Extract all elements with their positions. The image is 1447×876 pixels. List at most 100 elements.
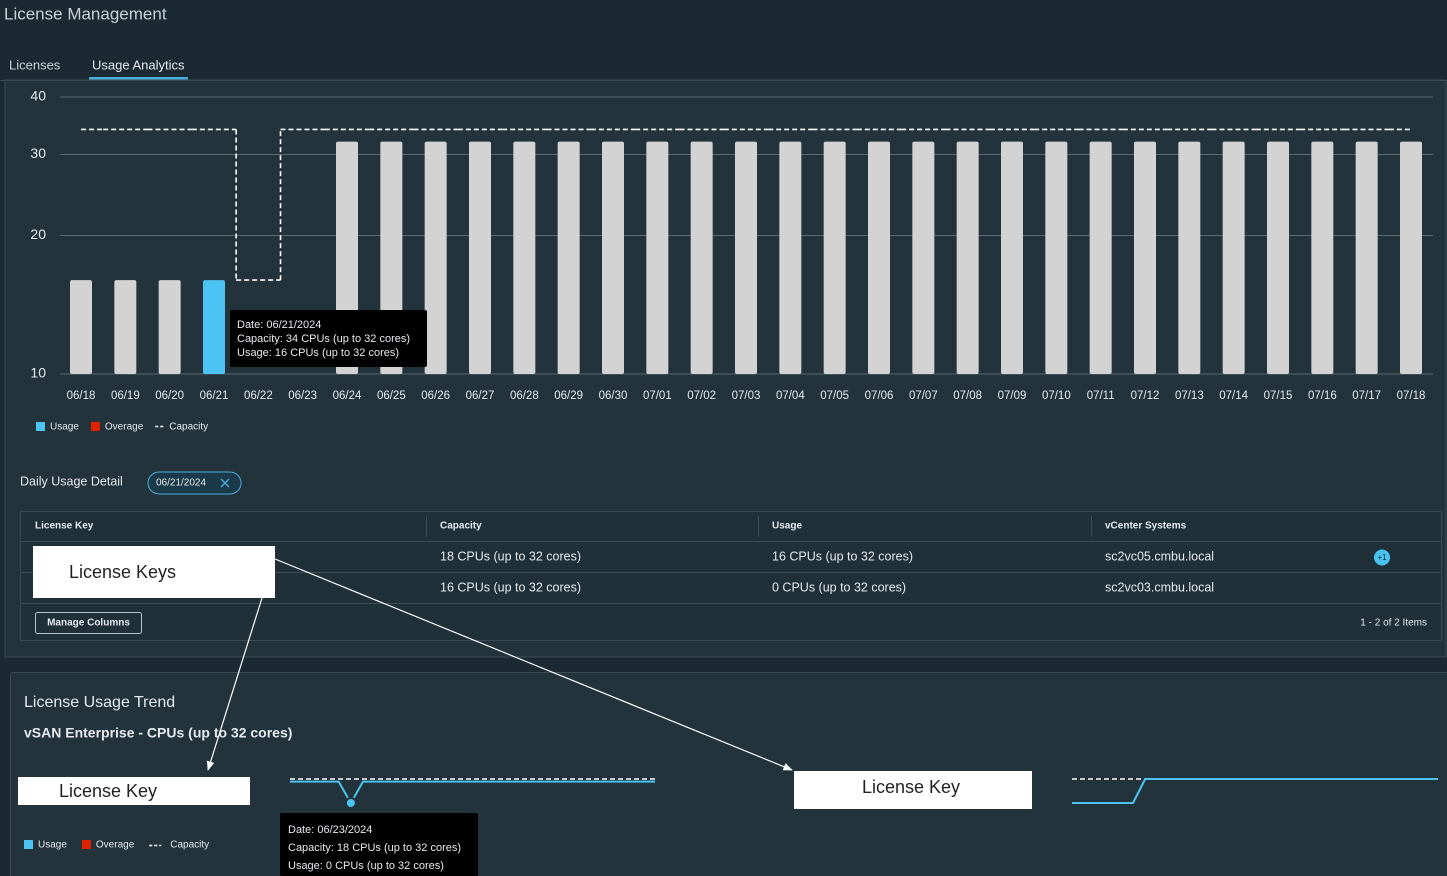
y-tick-label: 30 xyxy=(30,145,46,161)
x-tick-label: 06/27 xyxy=(466,390,495,402)
annotation-box xyxy=(33,546,275,598)
legend-label: Usage xyxy=(38,840,67,851)
filter-chip[interactable]: 06/21/2024 xyxy=(147,471,242,495)
bar xyxy=(1400,141,1422,374)
annotation-box xyxy=(794,771,1032,809)
x-tick-label: 06/19 xyxy=(111,390,140,402)
column-header: License Key xyxy=(35,521,94,532)
chip-close[interactable] xyxy=(220,478,230,488)
cell: sc2vc05.cmbu.local xyxy=(1105,549,1214,563)
x-tick-label: 07/17 xyxy=(1352,390,1381,402)
tooltip: Date: 06/23/2024 Capacity: 18 CPUs (up t… xyxy=(280,813,478,876)
bar xyxy=(735,141,757,374)
column-header: Capacity xyxy=(440,521,482,532)
tab[interactable]: Licenses xyxy=(9,57,61,72)
tooltip-line: Capacity: 18 CPUs (up to 32 cores) xyxy=(288,842,461,854)
more-badge[interactable] xyxy=(1374,549,1390,566)
legend-label: Usage xyxy=(50,422,79,433)
x-tick-label: 06/20 xyxy=(155,390,184,402)
bar xyxy=(469,141,491,374)
x-tick-label: 06/22 xyxy=(244,390,273,402)
tab[interactable]: Usage Analytics xyxy=(92,57,185,72)
legend-label: Capacity xyxy=(169,422,208,433)
bar xyxy=(1222,141,1245,374)
bar xyxy=(557,141,580,374)
bar xyxy=(646,141,669,374)
annotation-text: License Keys xyxy=(69,562,176,582)
tooltip-line: Usage: 16 CPUs (up to 32 cores) xyxy=(237,347,399,359)
x-tick-label: 06/28 xyxy=(510,390,539,402)
button-text: Manage Columns xyxy=(47,618,130,629)
tooltip-line: Date: 06/23/2024 xyxy=(288,824,372,836)
x-tick-label: 07/14 xyxy=(1219,390,1248,402)
legend-label: Overage xyxy=(96,840,135,851)
column-header: Usage xyxy=(772,521,802,532)
x-tick-label: 06/23 xyxy=(288,390,317,402)
tooltip-box xyxy=(280,813,478,876)
bar xyxy=(1355,141,1378,374)
arrow xyxy=(206,597,263,771)
cell: 16 CPUs (up to 32 cores) xyxy=(772,549,913,563)
chip-text: 06/21/2024 xyxy=(156,478,206,489)
x-tick-label: 06/29 xyxy=(554,390,583,402)
trend-title: License Usage Trend xyxy=(24,694,175,711)
bar xyxy=(1045,141,1068,374)
cell: 0 CPUs (up to 32 cores) xyxy=(772,580,906,594)
trend-charts: Usage Overage Capacity xyxy=(24,778,1438,851)
x-tick-label: 06/24 xyxy=(333,390,362,402)
legend-marker xyxy=(24,840,33,849)
bar xyxy=(1311,141,1334,374)
x-tick-label: 07/05 xyxy=(820,390,849,402)
bar xyxy=(70,280,92,374)
detail-label: Daily Usage Detail xyxy=(20,474,123,488)
bar xyxy=(424,141,447,374)
bar xyxy=(823,141,846,374)
x-tick-label: 06/18 xyxy=(67,390,96,402)
x-tick-label: 07/18 xyxy=(1397,390,1426,402)
bar xyxy=(114,280,137,374)
manage-columns-button[interactable] xyxy=(35,612,142,634)
annotation-text: License Key xyxy=(59,781,157,801)
bar xyxy=(602,141,624,374)
tooltip: Date: 06/21/2024 Capacity: 34 CPUs (up t… xyxy=(230,310,427,367)
tabs: Licenses Usage Analytics xyxy=(9,57,188,80)
x-tick-label: 07/13 xyxy=(1175,390,1204,402)
bar xyxy=(1178,141,1201,374)
tooltip-line: Usage: 0 CPUs (up to 32 cores) xyxy=(288,860,444,872)
tooltip-box xyxy=(230,310,427,367)
bar xyxy=(513,141,536,374)
y-tick-label: 10 xyxy=(30,365,46,381)
x-tick-label: 07/07 xyxy=(909,390,938,402)
bar xyxy=(690,141,713,374)
bar xyxy=(868,141,890,374)
legend-marker xyxy=(81,840,91,849)
bar xyxy=(1089,141,1112,374)
x-tick-label: 06/30 xyxy=(599,390,628,402)
x-tick-label: 07/04 xyxy=(776,390,805,402)
bar xyxy=(1134,141,1156,374)
x-tick-label: 07/02 xyxy=(687,390,716,402)
usage-line xyxy=(1072,778,1438,804)
x-tick-label: 06/25 xyxy=(377,390,406,402)
annotation-box xyxy=(18,777,250,805)
x-tick-label: 07/12 xyxy=(1131,390,1160,402)
x-tick-label: 07/16 xyxy=(1308,390,1337,402)
column-header: vCenter Systems xyxy=(1105,521,1187,532)
x-tick-label: 07/15 xyxy=(1264,390,1293,402)
legend-label: Capacity xyxy=(170,840,209,851)
bar xyxy=(912,141,935,374)
legend-marker xyxy=(36,422,45,431)
y-tick-label: 20 xyxy=(30,226,46,242)
cell: 18 CPUs (up to 32 cores) xyxy=(440,549,581,563)
cell: sc2vc03.cmbu.local xyxy=(1105,580,1214,594)
bar xyxy=(1001,141,1023,374)
bar xyxy=(158,280,181,374)
y-tick-label: 40 xyxy=(30,88,46,104)
annotation: License Keys License Key License Key xyxy=(18,546,1032,809)
tooltip-line: Capacity: 34 CPUs (up to 32 cores) xyxy=(237,333,410,345)
arrow xyxy=(274,558,793,771)
legend-label: Overage xyxy=(105,422,144,433)
bar xyxy=(956,141,979,374)
